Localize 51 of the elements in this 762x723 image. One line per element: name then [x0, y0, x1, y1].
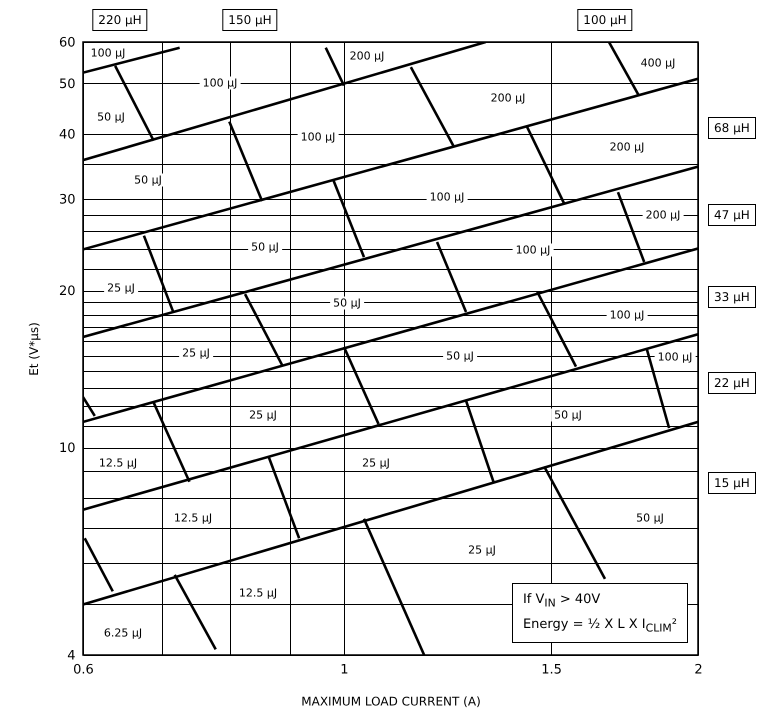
y-tick-label: 60 [58, 36, 76, 50]
annotation: 100 μJ [654, 350, 696, 364]
annotation: 50 μJ [131, 174, 165, 186]
annotation: 50 μJ [248, 240, 282, 254]
text: 68 μH [708, 117, 756, 139]
annotation: 25 μJ [246, 408, 280, 422]
annotation: 400 μJ [638, 56, 678, 70]
annotation: 6.25 μJ [100, 626, 146, 640]
annotation: 12.5 μJ [96, 456, 140, 470]
annotation: 50 μJ [94, 110, 128, 124]
text: 150 μH [222, 9, 278, 31]
annotation: 50 μJ [551, 408, 585, 422]
annotation: 200 μJ [642, 208, 684, 222]
annotation: 100 μJ [88, 46, 128, 60]
x-tick-label: 1.5 [541, 662, 562, 678]
annotation: 50 μJ [633, 512, 667, 524]
annotation: 100 μJ [512, 244, 554, 256]
y-axis-title: Et (V*μs) [26, 322, 41, 376]
annotation: 50 μJ [330, 296, 364, 310]
y-tick-label: 10 [58, 441, 76, 456]
annotation: 100 μJ [426, 190, 468, 204]
annotation: 12.5 μJ [236, 586, 280, 600]
annotation: 200 μJ [346, 50, 388, 62]
x-tick-label: 2 [694, 662, 703, 678]
annotation: 12.5 μJ [170, 512, 216, 524]
annotation: Energy = ½ X L X I$_{CLIM}$² [522, 616, 677, 637]
y-tick-label: 20 [58, 284, 76, 300]
annotation: 200 μJ [606, 140, 648, 154]
annotation: 100 μJ [298, 130, 338, 144]
annotation: 25 μJ [359, 456, 393, 470]
y-tick-label: 30 [58, 192, 76, 208]
annotation: 100 μJ [606, 308, 648, 322]
y-tick-label: 40 [58, 127, 76, 142]
annotation: 25 μJ [179, 346, 213, 360]
annotation: 25 μJ [465, 544, 499, 556]
y-tick-label: 50 [58, 76, 76, 92]
x-axis-title: MAXIMUM LOAD CURRENT (A) [301, 694, 481, 708]
text: 33 μH [708, 286, 756, 308]
annotation: 100 μJ [200, 76, 240, 90]
annotation: 200 μJ [488, 92, 528, 104]
text: 220 μH [92, 9, 148, 31]
text: 22 μH [708, 372, 756, 394]
annotation: 25 μJ [104, 282, 138, 294]
annotation: 50 μJ [443, 350, 477, 362]
x-tick-label: 0.6 [73, 662, 94, 678]
annotation: If V$_{IN}$ > 40V [522, 590, 602, 612]
x-tick-label: 1 [340, 662, 349, 678]
text: 100 μH [577, 9, 633, 31]
y-tick-label: 4 [67, 648, 76, 664]
text: 47 μH [708, 204, 756, 226]
text: 15 μH [708, 472, 756, 494]
